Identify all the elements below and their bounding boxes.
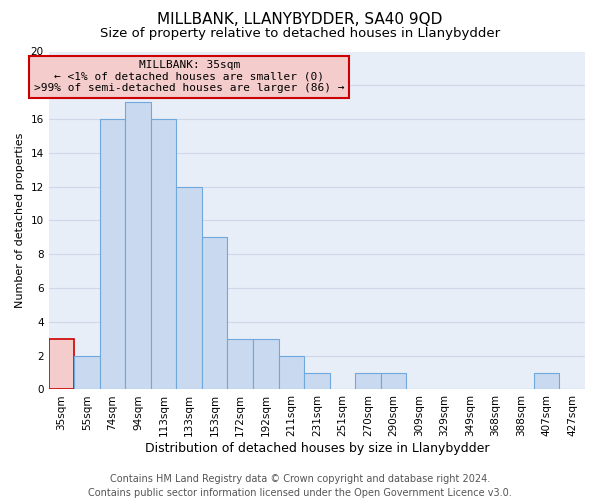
X-axis label: Distribution of detached houses by size in Llanybydder: Distribution of detached houses by size … bbox=[145, 442, 489, 455]
Bar bbox=[278, 356, 304, 390]
Bar bbox=[74, 356, 100, 390]
Bar bbox=[227, 339, 253, 390]
Bar bbox=[151, 119, 176, 390]
Bar bbox=[534, 372, 559, 390]
Bar bbox=[49, 339, 74, 390]
Bar bbox=[253, 339, 278, 390]
Text: MILLBANK, LLANYBYDDER, SA40 9QD: MILLBANK, LLANYBYDDER, SA40 9QD bbox=[157, 12, 443, 28]
Text: Contains HM Land Registry data © Crown copyright and database right 2024.
Contai: Contains HM Land Registry data © Crown c… bbox=[88, 474, 512, 498]
Bar bbox=[202, 238, 227, 390]
Bar bbox=[125, 102, 151, 390]
Bar bbox=[100, 119, 125, 390]
Y-axis label: Number of detached properties: Number of detached properties bbox=[15, 133, 25, 308]
Bar bbox=[380, 372, 406, 390]
Text: Size of property relative to detached houses in Llanybydder: Size of property relative to detached ho… bbox=[100, 28, 500, 40]
Text: MILLBANK: 35sqm
← <1% of detached houses are smaller (0)
>99% of semi-detached h: MILLBANK: 35sqm ← <1% of detached houses… bbox=[34, 60, 344, 93]
Bar bbox=[176, 186, 202, 390]
Bar bbox=[355, 372, 380, 390]
Bar bbox=[304, 372, 329, 390]
